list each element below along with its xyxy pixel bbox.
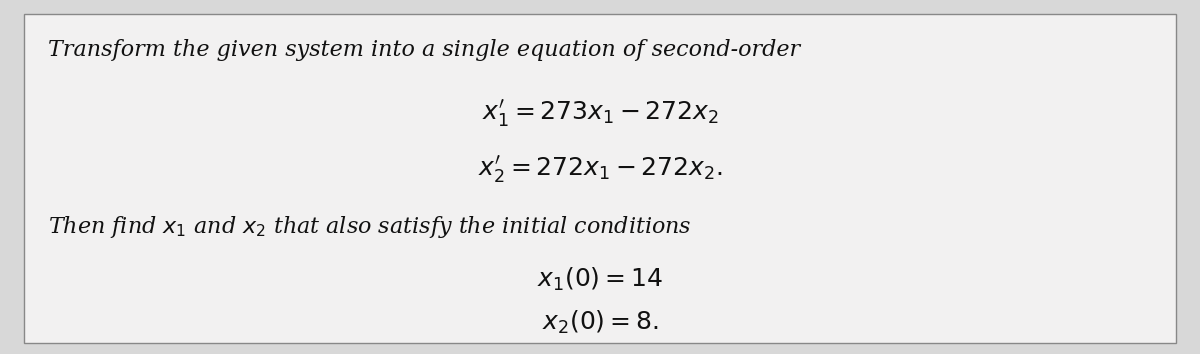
Text: $x_1(0) = 14$: $x_1(0) = 14$	[538, 266, 662, 293]
Text: Transform the given system into a single equation of second-order: Transform the given system into a single…	[48, 39, 800, 61]
Text: $x_1^{\prime} = 273x_1 - 272x_2$: $x_1^{\prime} = 273x_1 - 272x_2$	[481, 98, 719, 129]
Text: $x_2(0) = 8.$: $x_2(0) = 8.$	[541, 309, 659, 336]
FancyBboxPatch shape	[24, 14, 1176, 343]
Text: Then find $x_1$ and $x_2$ that also satisfy the initial conditions: Then find $x_1$ and $x_2$ that also sati…	[48, 213, 691, 240]
Text: $x_2^{\prime} = 272x_1 - 272x_2.$: $x_2^{\prime} = 272x_1 - 272x_2.$	[478, 154, 722, 185]
